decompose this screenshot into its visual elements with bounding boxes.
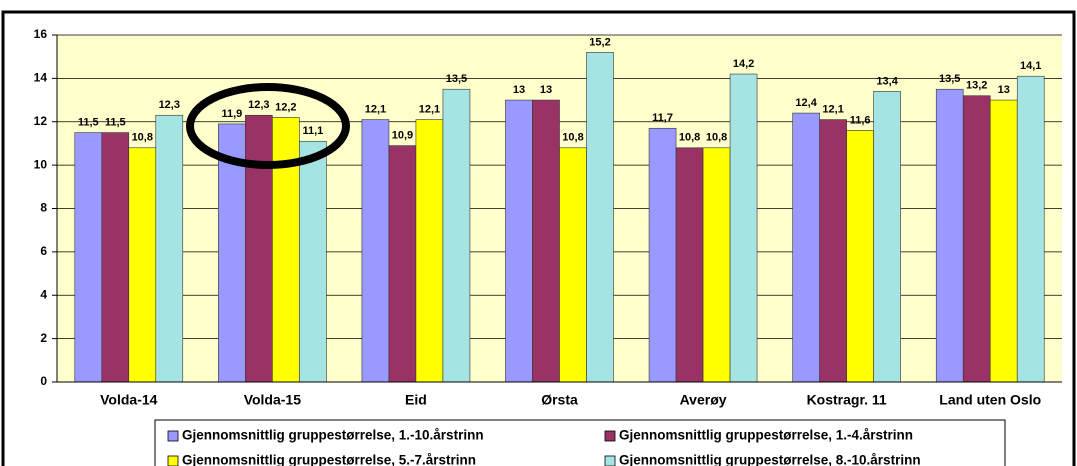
y-tick-label: 14 — [34, 71, 48, 85]
y-tick-label: 12 — [34, 114, 48, 128]
legend-swatch — [604, 455, 616, 466]
value-label: 13 — [540, 84, 552, 96]
bar — [272, 117, 300, 383]
bar — [101, 132, 130, 383]
value-label: 10,8 — [679, 132, 700, 144]
value-label: 11,5 — [78, 117, 99, 129]
bar — [962, 95, 991, 383]
bar — [675, 147, 704, 383]
y-tick-label: 6 — [40, 244, 47, 258]
bar — [442, 88, 471, 383]
value-label: 10,8 — [562, 132, 583, 144]
value-label: 10,8 — [132, 132, 153, 144]
bar — [559, 147, 587, 383]
value-label: 12,2 — [275, 101, 296, 113]
value-label: 13 — [513, 84, 525, 96]
value-label: 12,1 — [822, 103, 843, 115]
value-label: 12,3 — [248, 99, 269, 111]
y-tick-label: 8 — [40, 201, 47, 215]
legend-label: Gjennomsnittlig gruppestørrelse, 1.-4.år… — [619, 428, 913, 443]
bar — [873, 91, 901, 383]
legend-label: Gjennomsnittlig gruppestørrelse, 5.-7.år… — [182, 453, 476, 466]
legend-swatch — [167, 430, 179, 442]
x-tick-label: Ørsta — [541, 392, 578, 408]
bar — [792, 112, 820, 383]
value-label: 12,3 — [159, 99, 180, 111]
bar — [586, 52, 614, 383]
value-label: 10,8 — [706, 132, 727, 144]
bar — [935, 88, 964, 383]
legend-label: Gjennomsnittlig gruppestørrelse, 8.-10.å… — [619, 453, 921, 466]
x-tick-label: Land uten Oslo — [939, 392, 1041, 408]
bar — [74, 132, 103, 383]
x-tick-label: Volda-14 — [100, 392, 158, 408]
y-tick-label: 4 — [40, 287, 47, 301]
value-label: 12,1 — [419, 103, 440, 115]
bar — [989, 99, 1018, 383]
legend-swatch — [604, 430, 616, 442]
bar — [128, 147, 157, 383]
x-tick-label: Eid — [405, 392, 427, 408]
x-tick-label: Kostragr. 11 — [807, 392, 887, 408]
x-tick-label: Volda-15 — [244, 392, 302, 408]
value-label: 14,2 — [733, 58, 754, 70]
bar — [648, 127, 677, 383]
bar — [299, 140, 327, 383]
value-label: 13,4 — [876, 75, 898, 87]
value-label: 12,4 — [795, 97, 817, 109]
value-label: 14,1 — [1020, 60, 1041, 72]
legend-swatch — [167, 455, 179, 466]
y-tick-label: 2 — [40, 331, 47, 345]
value-label: 11,9 — [221, 108, 242, 120]
bar — [702, 147, 731, 383]
bar — [729, 73, 758, 383]
bar — [505, 99, 533, 383]
legend-label: Gjennomsnittlig gruppestørrelse, 1.-10.å… — [182, 428, 484, 443]
bar — [1016, 75, 1045, 383]
value-label: 11,6 — [850, 114, 871, 126]
y-tick-label: 0 — [40, 374, 47, 388]
bar — [388, 145, 417, 383]
bar — [415, 119, 444, 383]
bar — [819, 119, 847, 383]
value-label: 15,2 — [589, 36, 610, 48]
value-label: 11,5 — [105, 117, 126, 129]
bar — [245, 114, 273, 383]
value-label: 10,9 — [392, 130, 413, 142]
bar — [532, 99, 560, 383]
value-label: 12,1 — [365, 103, 386, 115]
value-label: 13,2 — [966, 80, 987, 92]
bar — [155, 114, 184, 383]
value-label: 13 — [998, 84, 1010, 96]
y-tick-label: 10 — [34, 157, 48, 171]
value-label: 11,7 — [652, 112, 673, 124]
x-tick-label: Averøy — [680, 392, 727, 408]
highlight-ellipse — [186, 83, 350, 169]
value-label: 13,5 — [446, 73, 467, 85]
value-label: 13,5 — [939, 73, 960, 85]
value-label: 11,1 — [302, 125, 323, 137]
bar — [361, 119, 390, 383]
y-tick-label: 16 — [34, 27, 48, 41]
bar — [846, 130, 874, 383]
legend — [154, 419, 1006, 466]
